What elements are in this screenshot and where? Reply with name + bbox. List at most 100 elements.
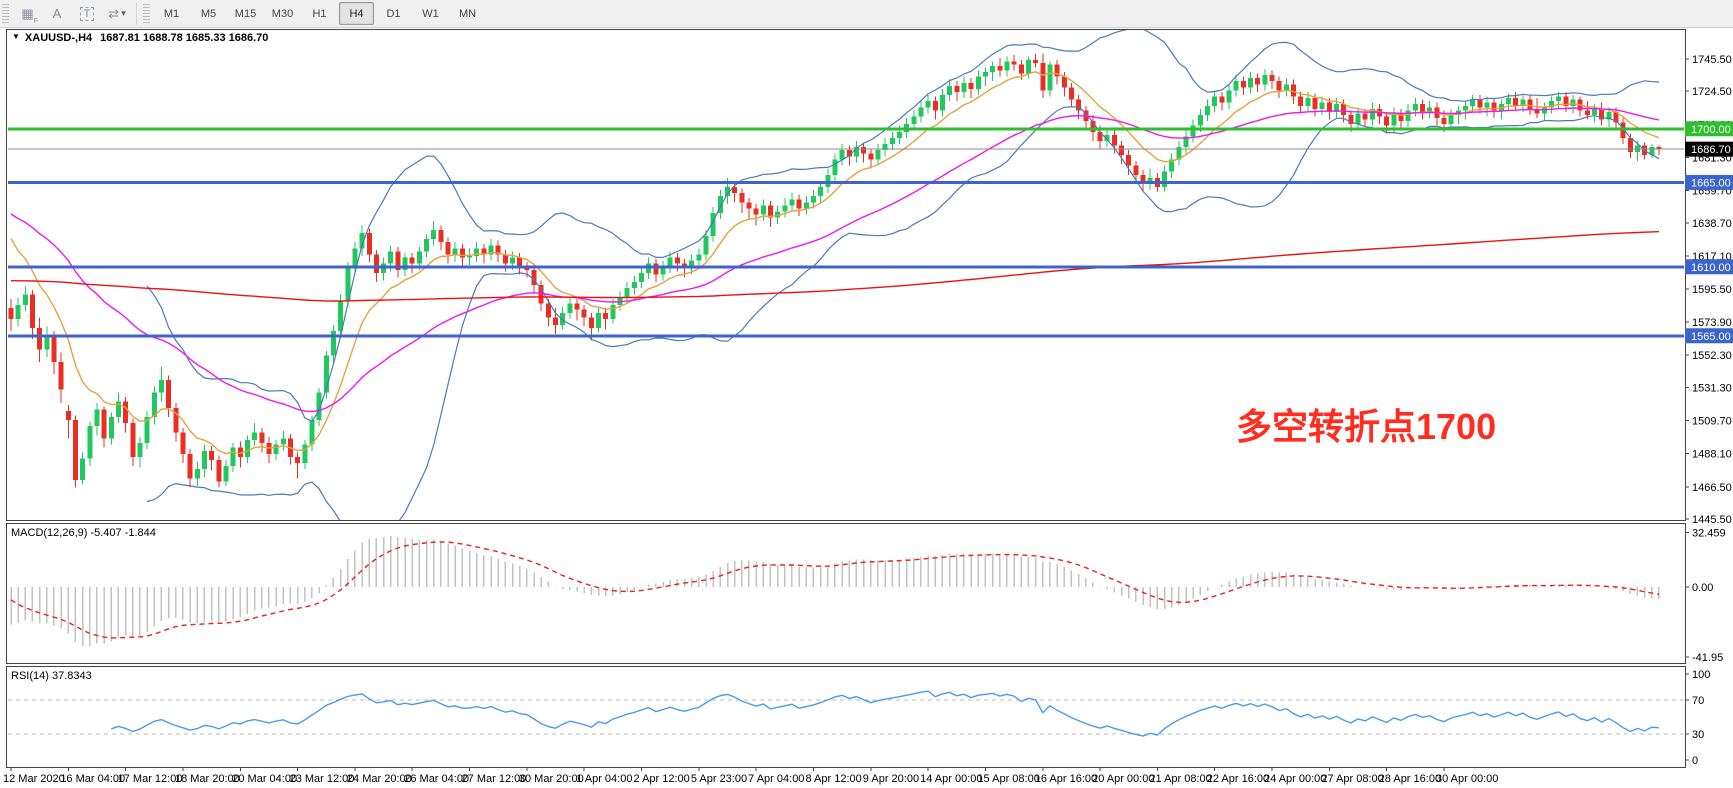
timeframe-toolbar: M1 M5 M15 M30 H1 H4 D1 W1 MN (153, 2, 486, 25)
macd-tick-label: 0.00 (1692, 582, 1713, 594)
timeframe-button-w1[interactable]: W1 (422, 7, 439, 20)
rsi-panel-border (6, 666, 1686, 768)
timeframe-button-m30[interactable]: M30 (271, 7, 294, 20)
bollinger-bands (146, 30, 1660, 520)
price-tick-label: 1445.50 (1692, 514, 1732, 526)
date-tick-label: 18 Mar 20:00 (175, 773, 240, 785)
price-badge-1610.00 (1685, 259, 1733, 275)
text-label-icon-button[interactable]: A (43, 2, 71, 26)
date-tick-label: 12 Mar 2020 (3, 773, 65, 785)
macd-axis-ticks: 32.459 0.00 -41.95 (1685, 528, 1726, 664)
price-tick-label: 1724.50 (1692, 86, 1732, 98)
rsi-indicator-label: RSI(14) 37.8343 (11, 670, 92, 682)
date-tick-label: 26 Mar 04:00 (404, 773, 469, 785)
macd-panel-border (6, 523, 1686, 664)
text-box-icon: T (79, 6, 95, 21)
date-tick-label: 21 Apr 08:00 (1149, 773, 1211, 785)
panel-borders (6, 29, 1686, 768)
price-tick-label: 1488.10 (1692, 449, 1732, 461)
date-tick-label: 14 Apr 00:00 (920, 773, 982, 785)
macd-signal-line (10, 541, 1660, 639)
object-toolbar: ▦ F A T ⇄ ▾ (12, 2, 132, 26)
timeframe-button-m1[interactable]: M1 (163, 7, 180, 20)
chevron-down-icon[interactable]: ▼ (12, 32, 20, 41)
cycle-arrows-icon: ⇄ (108, 6, 120, 21)
rsi-tick-label: 70 (1692, 695, 1704, 707)
horizontal-lines (8, 127, 1684, 338)
price-badge-label: 1565.00 (1691, 331, 1731, 343)
date-tick-label: 30 Mar 20:00 (519, 773, 584, 785)
rsi-line (111, 690, 1660, 737)
bollinger-lower-line (146, 106, 1660, 520)
price-tick-label: 1573.90 (1692, 317, 1732, 329)
ema-mid-line (10, 107, 1660, 413)
timeframe-button-mn[interactable]: MN (458, 7, 477, 20)
chart-title: ▼ XAUUSD-,H4 1687.81 1688.78 1685.33 1686.… (12, 32, 268, 44)
date-tick-label: 7 Apr 04:00 (748, 773, 804, 785)
price-badge-label: 1665.00 (1691, 177, 1731, 189)
date-tick-label: 8 Apr 12:00 (805, 773, 861, 785)
date-tick-label: 2 Apr 12:00 (634, 773, 690, 785)
date-tick-label: 28 Apr 16:00 (1379, 773, 1441, 785)
timeframe-button-m5[interactable]: M5 (200, 7, 217, 20)
price-tick-label: 1466.50 (1692, 482, 1732, 494)
template-f-icon: ▦ (21, 6, 33, 21)
date-tick-label: 17 Mar 12:00 (118, 773, 183, 785)
date-tick-label: 5 Apr 23:00 (691, 773, 747, 785)
symbol-period-label: XAUUSD-,H4 (24, 32, 93, 44)
chart-text-annotation[interactable]: 多空转折点1700 (1236, 406, 1497, 447)
timeframe-button-h1[interactable]: H1 (312, 7, 327, 20)
price-tick-label: 1531.30 (1692, 382, 1732, 394)
price-badge-label: 1686.70 (1691, 144, 1731, 156)
price-axis-badges: 1700.00 1686.70 1665.00 1610.00 1565.00 (1685, 121, 1733, 344)
toolbar-separator (136, 2, 137, 25)
date-tick-label: 20 Mar 04:00 (232, 773, 297, 785)
rsi-tick-label: 100 (1692, 669, 1710, 681)
dropdown-caret-icon[interactable]: ▾ (121, 8, 126, 18)
toolbar: ▦ F A T ⇄ ▾ M1 M5 M15 M30 H1 H4 D1 W1 MN (0, 0, 1733, 28)
date-tick-label: 16 Apr 16:00 (1035, 773, 1097, 785)
date-tick-label: 27 Apr 08:00 (1321, 773, 1383, 785)
timeframe-button-d1[interactable]: D1 (386, 7, 401, 20)
date-tick-label: 9 Apr 20:00 (863, 773, 919, 785)
date-tick-label: 15 Apr 08:00 (977, 773, 1039, 785)
price-tick-label: 1638.70 (1692, 218, 1732, 230)
price-badge-label: 1700.00 (1691, 124, 1731, 136)
rsi-tick-label: 30 (1692, 729, 1704, 741)
text-label-icon: A (52, 6, 62, 21)
macd-tick-label: -41.95 (1692, 652, 1723, 664)
template-f-icon-sub: F (33, 17, 38, 25)
macd-tick-label: 32.459 (1692, 528, 1726, 540)
price-badge-label: 1610.00 (1691, 262, 1731, 274)
ema-slow-line (10, 230, 1660, 302)
date-tick-label: 1 Apr 04:00 (576, 773, 632, 785)
price-tick-label: 1595.50 (1692, 284, 1732, 296)
macd-indicator-label: MACD(12,26,9) -5.407 -1.844 (11, 527, 156, 539)
template-f-icon-button[interactable]: ▦ F (13, 2, 41, 26)
price-tick-label: 1745.50 (1692, 54, 1732, 66)
timeframe-button-h4[interactable]: H4 (339, 2, 374, 25)
date-tick-label: 16 Mar 04:00 (60, 773, 125, 785)
date-tick-label: 24 Apr 00:00 (1264, 773, 1326, 785)
price-tick-label: 1552.30 (1692, 350, 1732, 362)
price-badge-1686.70 (1685, 141, 1733, 157)
cycle-arrows-icon-button[interactable]: ⇄ ▾ (103, 2, 131, 26)
date-tick-label: 23 Mar 12:00 (290, 773, 355, 785)
rsi-axis-ticks: 100 70 30 0 (1685, 669, 1710, 767)
date-tick-label: 24 Mar 20:00 (347, 773, 412, 785)
rsi-tick-label: 0 (1692, 755, 1698, 767)
text-box-icon-button[interactable]: T (73, 2, 101, 26)
price-tick-label: 1509.70 (1692, 416, 1732, 428)
timeframe-button-m15[interactable]: M15 (234, 7, 257, 20)
timeframe-toolbar-grip[interactable] (143, 3, 150, 24)
date-tick-label: 22 Apr 16:00 (1207, 773, 1269, 785)
date-tick-label: 30 Apr 00:00 (1436, 773, 1498, 785)
toolbar-grip[interactable] (2, 3, 9, 24)
date-tick-label: 27 Mar 12:00 (462, 773, 527, 785)
price-badge-1665.00 (1685, 174, 1733, 190)
macd-histogram (10, 535, 1660, 647)
bollinger-upper-line (146, 30, 1660, 423)
